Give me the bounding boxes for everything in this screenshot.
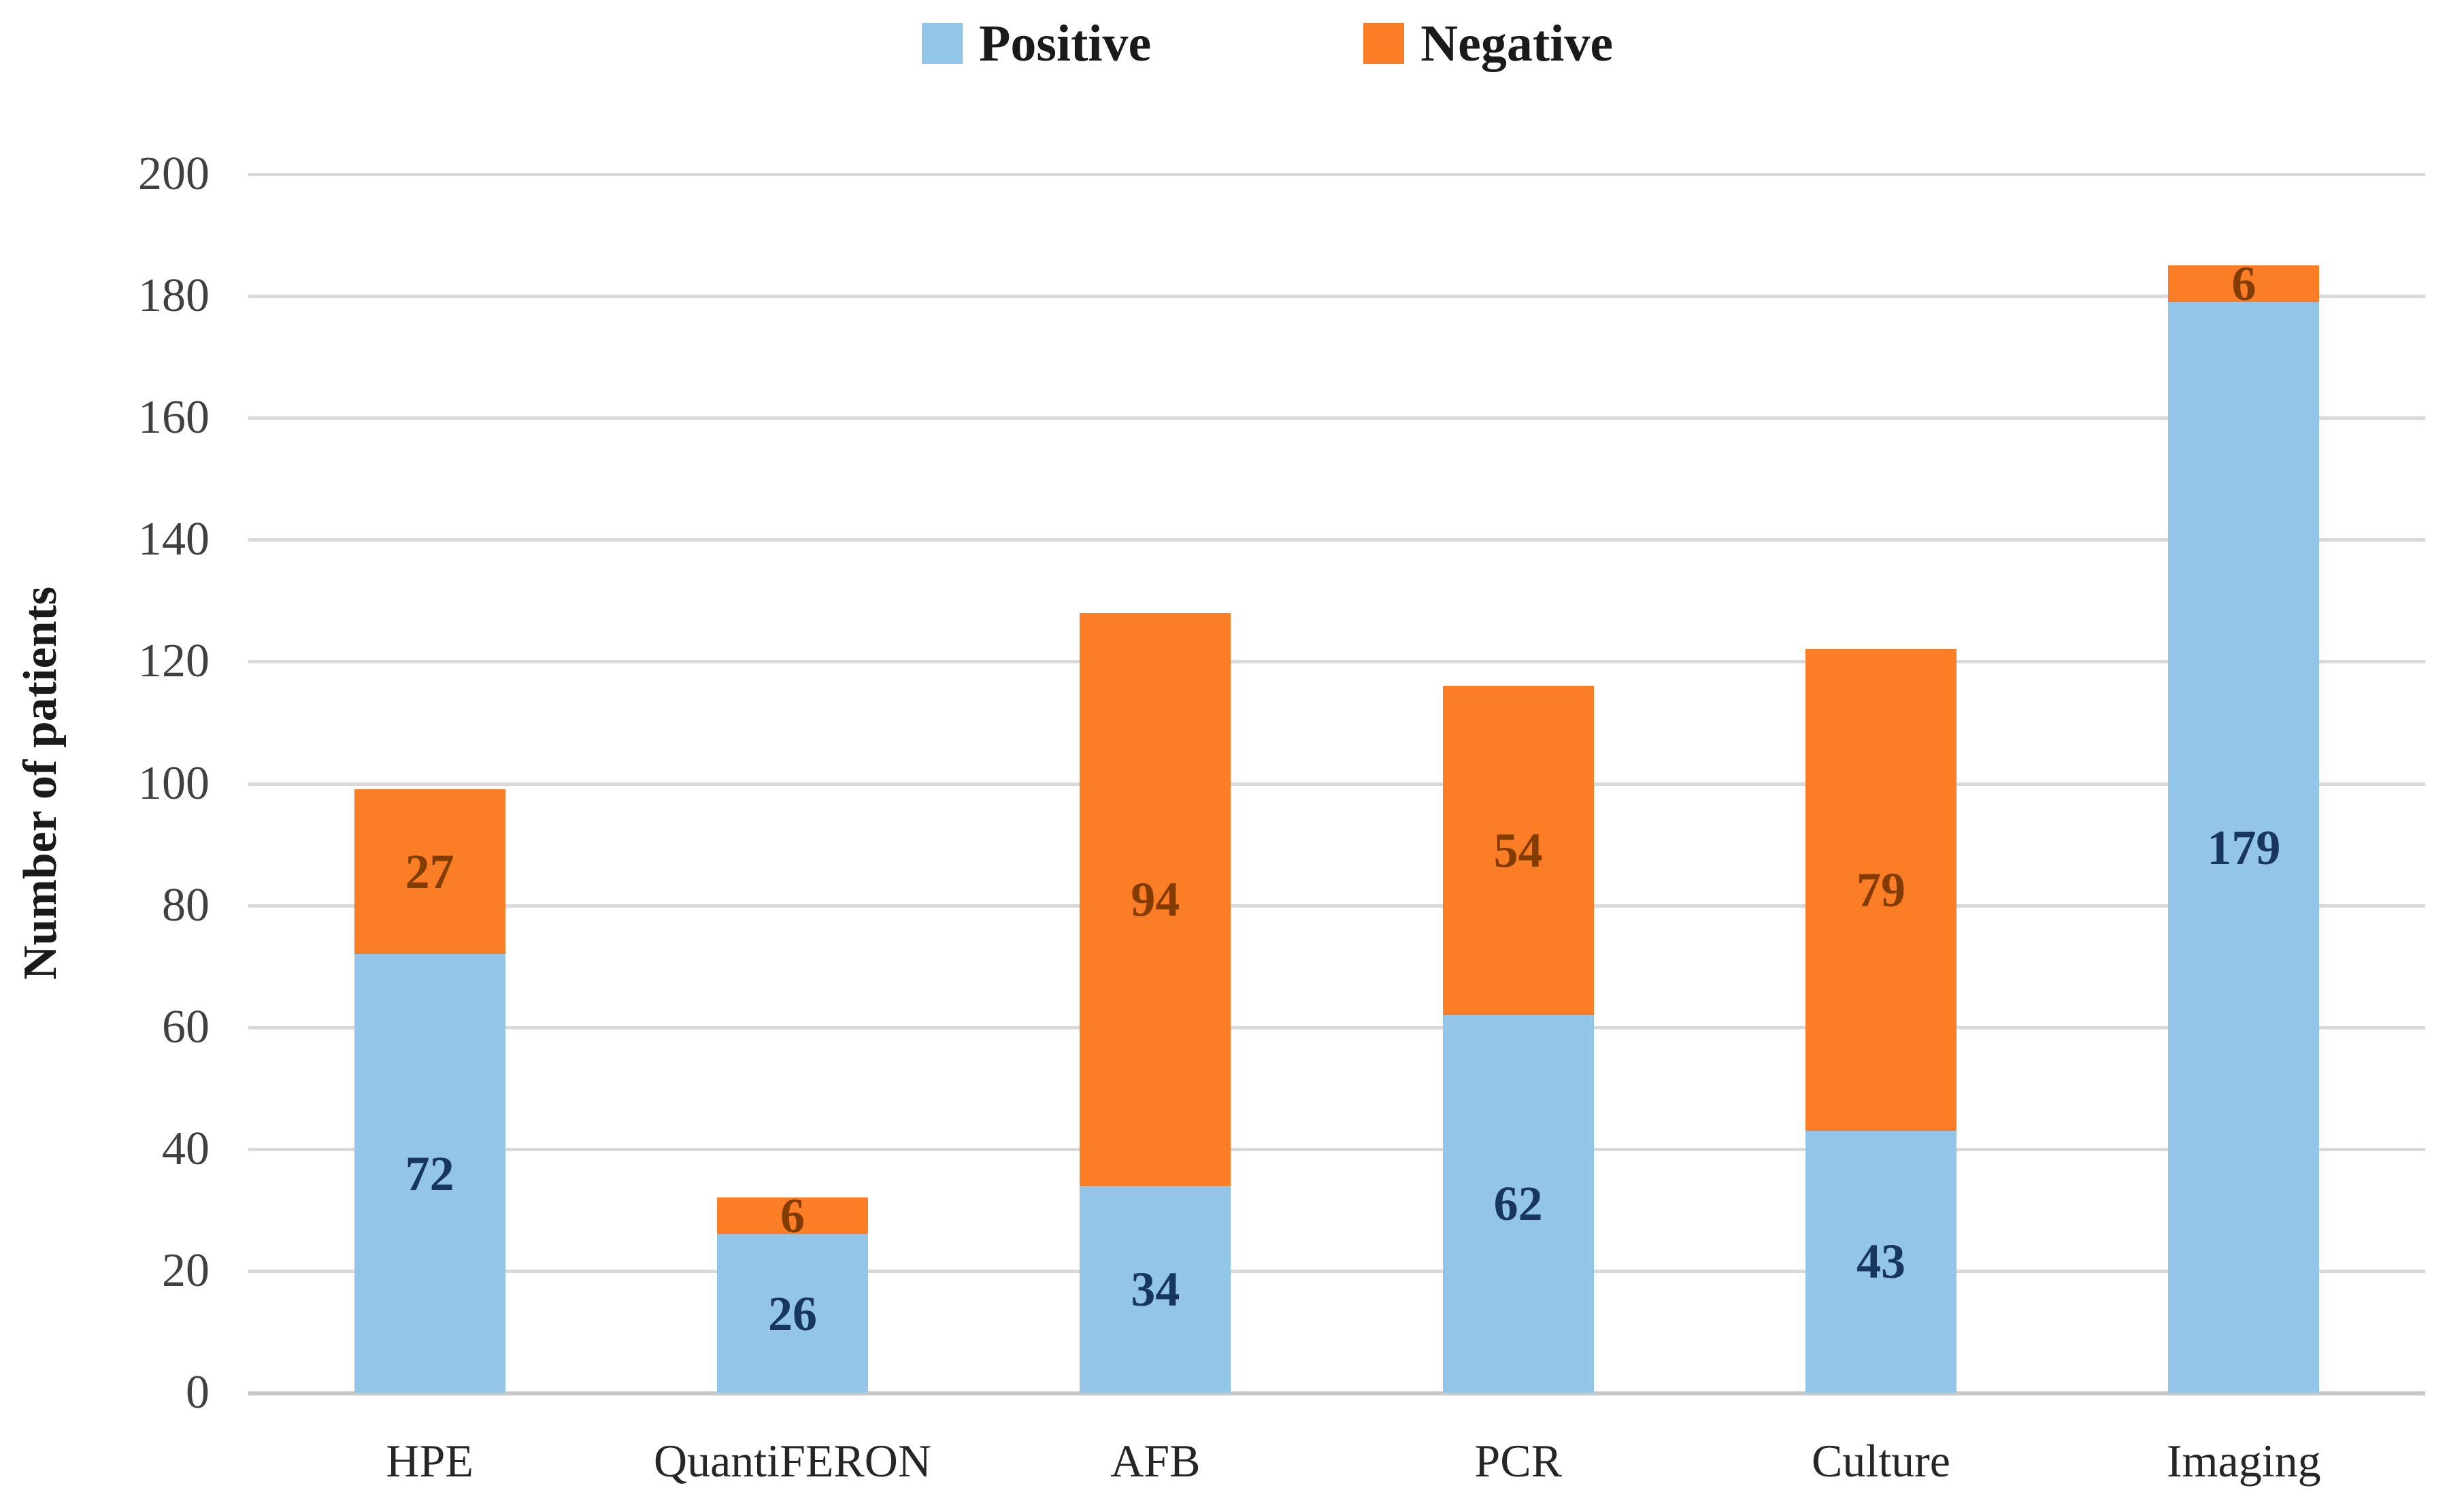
bar-hpe-positive-segment [354, 954, 505, 1393]
bar-culture-negative-segment [1805, 649, 1957, 1131]
value-label-pcr-negative: 54 [1493, 823, 1543, 878]
value-label-quantiferon-negative: 6 [780, 1189, 805, 1244]
value-label-quantiferon-positive: 26 [768, 1286, 817, 1341]
gridline [248, 660, 2425, 664]
gridline [248, 904, 2425, 908]
bar-culture-positive-segment [1805, 1130, 1957, 1393]
gridline [248, 782, 2425, 786]
y-tick-label: 180 [138, 269, 210, 322]
legend-label-negative: Negative [1420, 15, 1614, 72]
bar-quantiferon-positive-segment [717, 1234, 868, 1393]
gridline [248, 538, 2425, 542]
bar-imaging-negative-segment [2168, 265, 2320, 303]
value-label-imaging-negative: 6 [2231, 257, 2257, 312]
legend-item-negative: Negative [1363, 18, 1613, 69]
y-tick-label: 200 [138, 148, 210, 200]
value-label-afb-negative: 94 [1131, 872, 1180, 927]
gridline [248, 1025, 2425, 1029]
bar-pcr-positive-segment [1442, 1014, 1594, 1393]
bar-imaging-positive-segment [2168, 302, 2320, 1393]
x-tick-label-culture: Culture [1812, 1435, 1950, 1487]
gridline [248, 416, 2425, 420]
value-label-hpe-positive: 72 [405, 1146, 454, 1201]
y-tick-label: 140 [138, 513, 210, 566]
value-label-imaging-positive: 179 [2207, 820, 2281, 875]
x-tick-label-quantiferon: QuantiFERON [654, 1435, 931, 1487]
gridline [248, 173, 2425, 176]
value-label-culture-negative: 79 [1857, 863, 1905, 918]
bar-afb-negative-segment [1080, 612, 1231, 1186]
legend-swatch-negative-icon [1363, 23, 1405, 64]
bar-hpe-negative-segment [354, 789, 505, 955]
x-tick-label-imaging: Imaging [2167, 1435, 2321, 1487]
y-tick-label: 80 [162, 878, 210, 931]
bar-quantiferon-negative-segment [717, 1197, 868, 1235]
baseline-gridline [248, 1391, 2425, 1395]
x-tick-label-pcr: PCR [1474, 1435, 1562, 1487]
bar-afb-positive-segment [1080, 1185, 1231, 1393]
y-tick-label: 40 [162, 1122, 210, 1175]
value-label-pcr-positive: 62 [1493, 1176, 1543, 1231]
gridline [248, 1147, 2425, 1151]
y-tick-label: 20 [162, 1244, 210, 1297]
y-tick-label: 60 [162, 1000, 210, 1053]
chart-legend: Positive Negative [922, 18, 1613, 69]
gridline [248, 295, 2425, 299]
y-tick-label: 160 [138, 391, 210, 444]
x-tick-label-afb: AFB [1110, 1435, 1201, 1487]
gridline [248, 1269, 2425, 1273]
y-tick-label: 100 [138, 757, 210, 810]
y-tick-label: 0 [186, 1366, 210, 1419]
x-tick-label-hpe: HPE [386, 1435, 473, 1487]
legend-item-positive: Positive [922, 18, 1151, 69]
legend-swatch-positive-icon [922, 23, 963, 64]
bar-pcr-negative-segment [1442, 686, 1594, 1015]
value-label-hpe-negative: 27 [405, 844, 454, 899]
value-label-culture-positive: 43 [1857, 1234, 1905, 1289]
y-tick-label: 120 [138, 635, 210, 688]
value-label-afb-positive: 34 [1131, 1261, 1180, 1317]
legend-label-positive: Positive [979, 15, 1152, 72]
